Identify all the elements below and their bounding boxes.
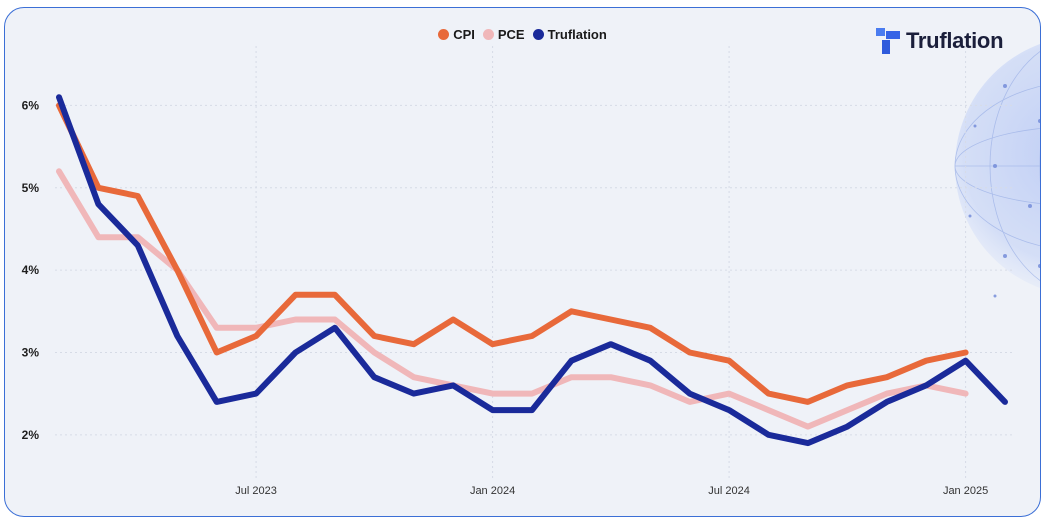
legend-label-truflation: Truflation — [547, 27, 607, 42]
y-tick-label: 3% — [22, 345, 40, 359]
y-tick-label: 2% — [22, 428, 40, 442]
legend-dot-truflation — [532, 29, 544, 40]
truflation-logo: Truflation — [876, 28, 1004, 54]
line-chart: 2% 3% 4% 5% 6% Jul 2023 Jan 2024 Jul 2024 Jan 20… — [22, 46, 1015, 497]
logo-text: Truflation — [906, 28, 1004, 53]
legend: CPI PCE Truflation — [5, 27, 1040, 42]
series-line-cpi — [56, 102, 969, 405]
chart-card: 2% 3% 4% 5% 6% Jul 2023 Jan 2024 Jul 2024 Jan 20… — [4, 7, 1041, 517]
truflation-logo-icon — [876, 28, 900, 54]
series-line-pce — [56, 168, 969, 430]
x-tick-label: Jul 2023 — [235, 485, 277, 497]
series-line-truflation — [56, 94, 1008, 447]
y-tick-label: 4% — [22, 263, 40, 277]
y-tick-label: 6% — [22, 98, 40, 112]
x-tick-label: Jul 2024 — [708, 485, 750, 497]
legend-item-pce[interactable]: PCE — [482, 27, 525, 42]
legend-item-cpi[interactable]: CPI — [438, 27, 475, 42]
legend-dot-pce — [482, 29, 494, 40]
x-tick-label: Jan 2025 — [943, 485, 988, 497]
legend-label-cpi: CPI — [453, 27, 475, 42]
legend-item-truflation[interactable]: Truflation — [532, 27, 607, 42]
legend-label-pce: PCE — [497, 27, 525, 42]
legend-dot-cpi — [438, 29, 450, 40]
x-tick-label: Jan 2024 — [470, 485, 515, 497]
y-tick-label: 5% — [22, 181, 40, 195]
